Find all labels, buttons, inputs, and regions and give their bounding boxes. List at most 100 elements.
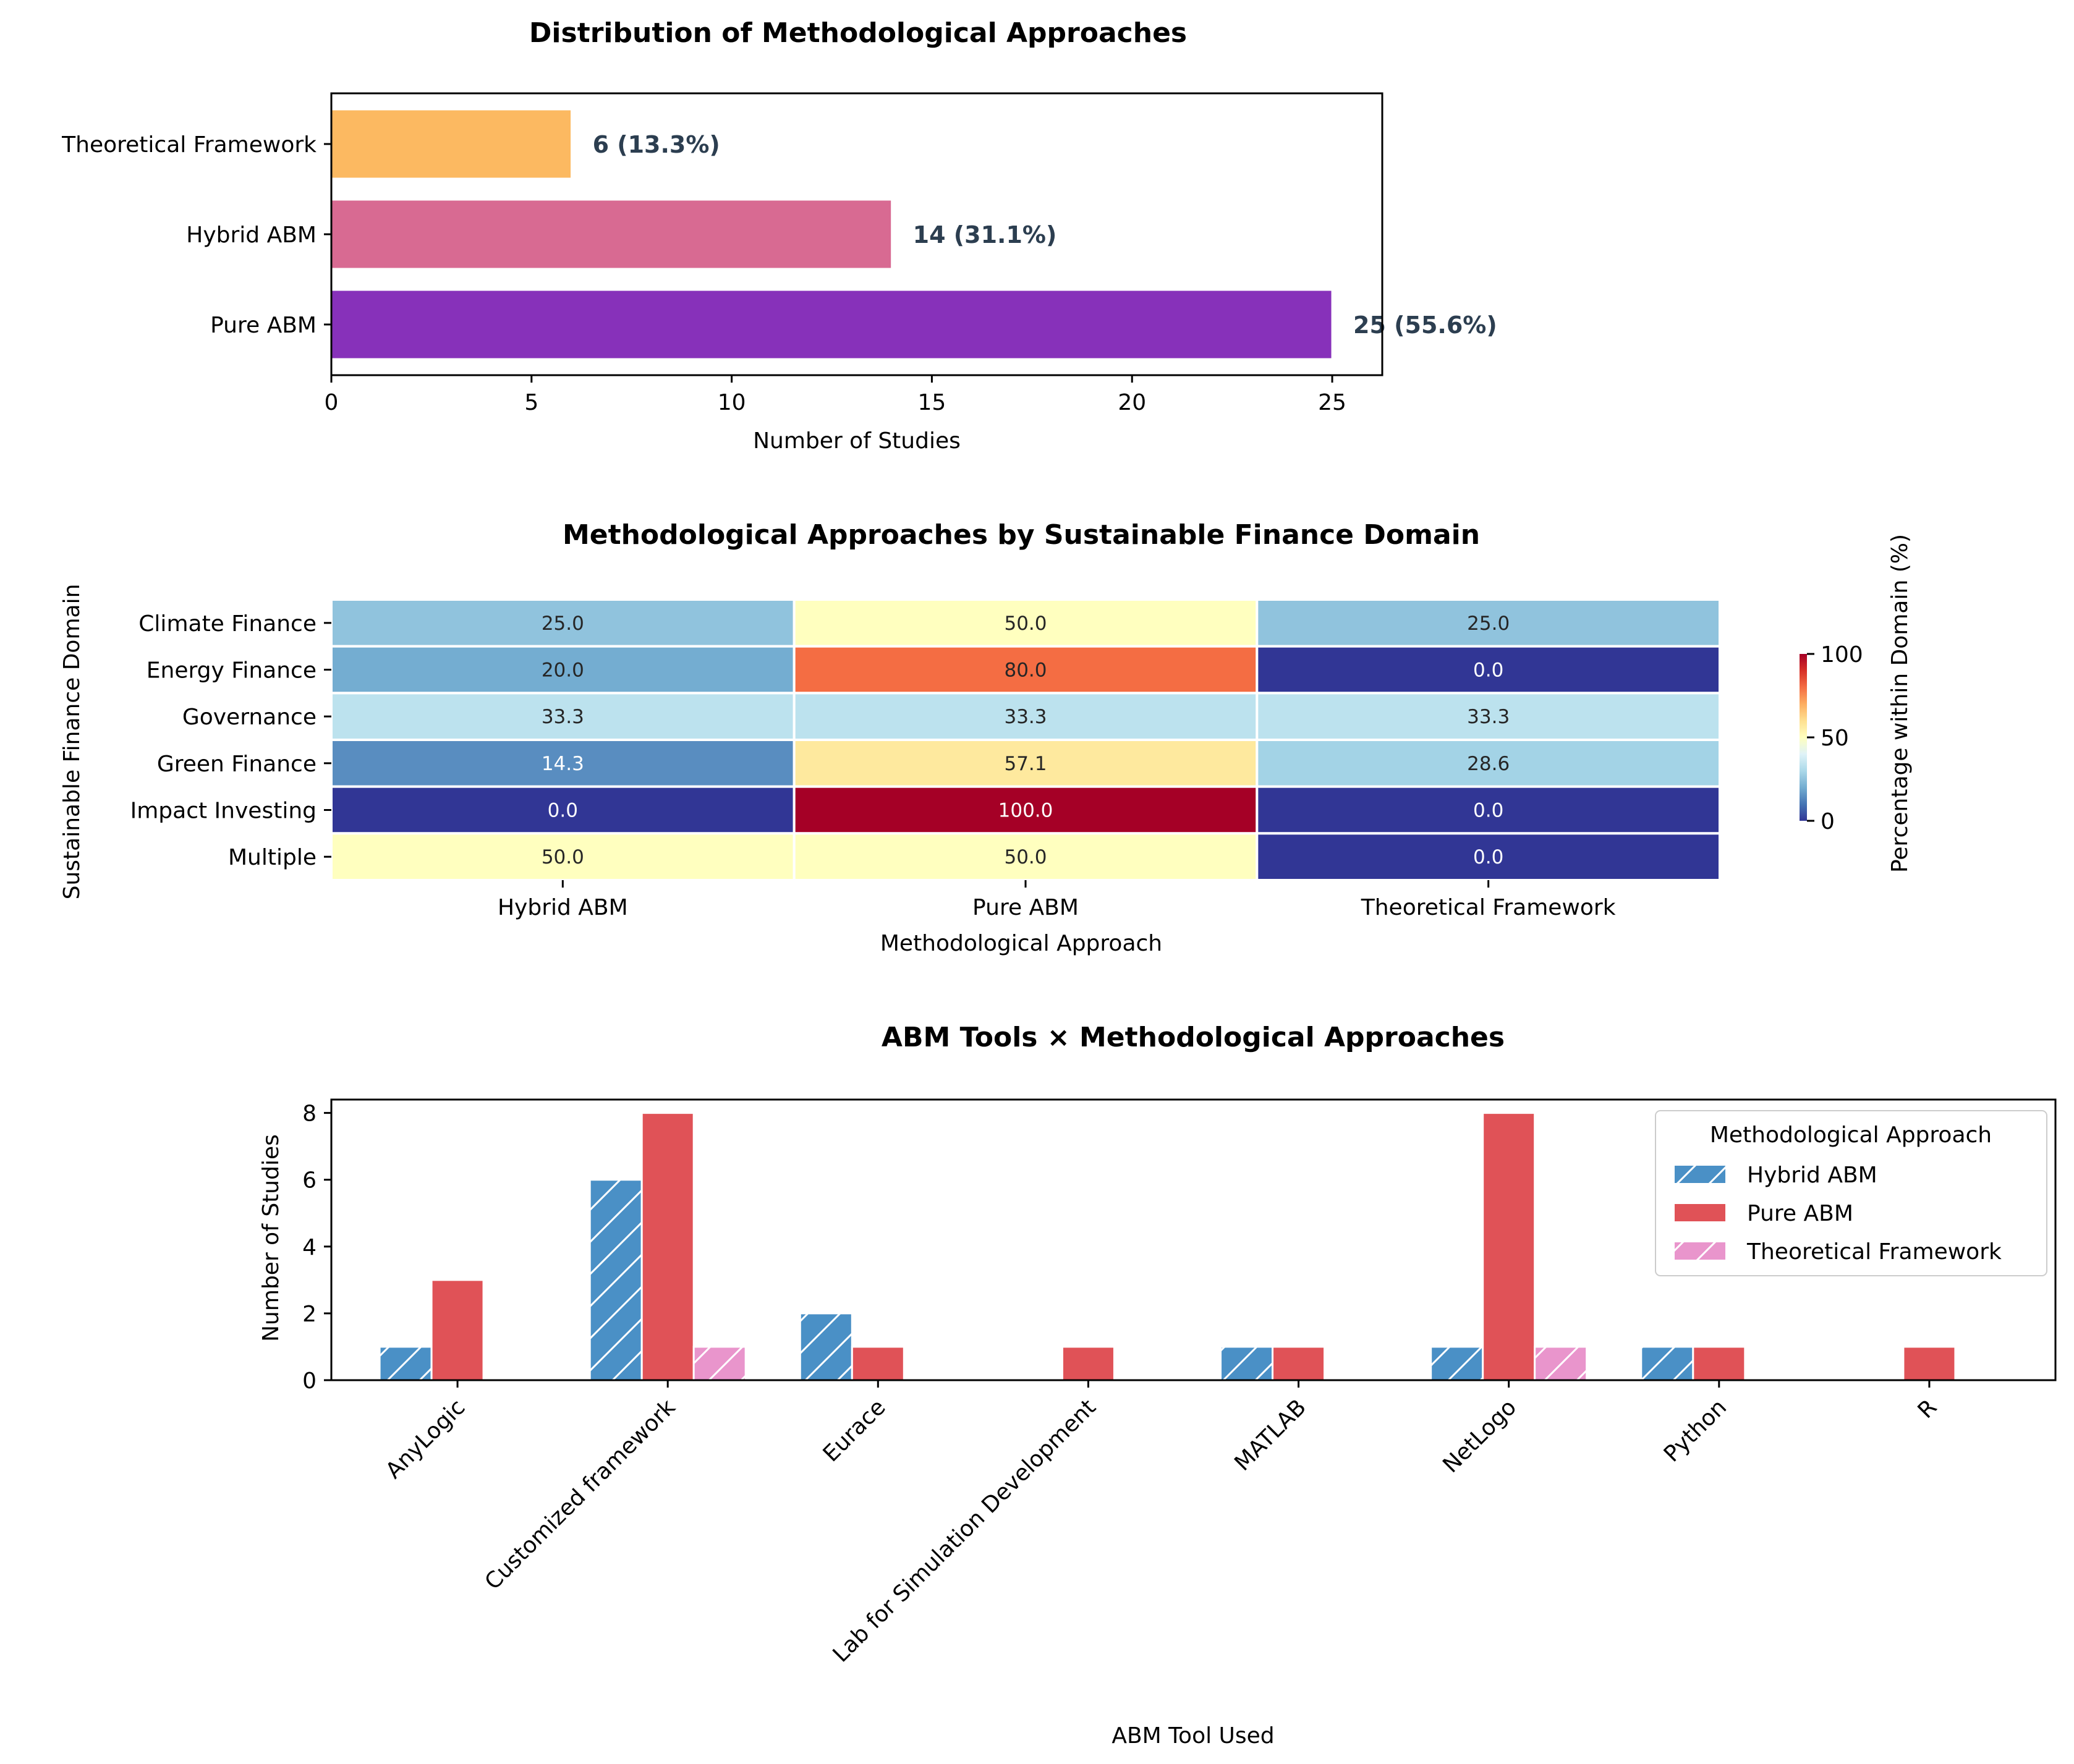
p3-x-tick-label: NetLogo	[1438, 1394, 1521, 1478]
p3-frame	[330, 1098, 2057, 1381]
heatmap-cell-label: 33.3	[542, 706, 584, 728]
legend-box	[1655, 1110, 2047, 1276]
p1-x-tick-label: 5	[524, 390, 538, 415]
heatmap-cell	[793, 832, 1259, 882]
legend: Methodological Approach Hybrid ABM Pure A…	[1655, 1110, 2047, 1276]
legend-items: Hybrid ABM Pure ABM Theoretical Framework	[1673, 1163, 2002, 1265]
p2-y-tick-label: Green Finance	[157, 752, 317, 777]
p3-bar-hatch	[380, 1346, 432, 1380]
panel-tools-by-approach: ABM Tools × Methodological Approaches An…	[258, 1022, 2057, 1749]
p3-x-tick-label: R	[1913, 1394, 1942, 1423]
legend-title: Methodological Approach	[1710, 1122, 1992, 1148]
heatmap-cell-label: 0.0	[1473, 800, 1503, 822]
colorbar-tick-label: 100	[1821, 642, 1863, 668]
p3-bar-hatch	[800, 1313, 852, 1380]
heatmap-cell-label: 80.0	[1004, 659, 1047, 682]
p3-bar	[1902, 1346, 1957, 1381]
heatmap-cell-label: 0.0	[548, 800, 578, 822]
p2-y-label: Sustainable Finance Domain	[59, 584, 85, 900]
heatmap-cell-label: 50.0	[1004, 613, 1047, 635]
heatmap-cell-label: 33.3	[1467, 706, 1510, 728]
p3-x-tick-label: Customized framework	[480, 1394, 681, 1595]
p3-y-label: Number of Studies	[258, 1134, 284, 1342]
heatmap-cell-label: 28.6	[1467, 753, 1510, 775]
p2-y-tick-label: Governance	[182, 705, 317, 730]
p2-y-tick-label: Impact Investing	[130, 799, 317, 824]
p3-y-tick-label: 2	[302, 1302, 317, 1327]
legend-swatch-hatch	[1674, 1242, 1726, 1260]
p2-y-tick-label: Energy Finance	[147, 658, 317, 684]
p3-bar-hatch	[590, 1179, 642, 1380]
p3-bar-hatch	[694, 1346, 746, 1380]
p3-bars	[378, 1112, 1957, 1381]
p2-axes: Climate Finance Energy Finance Governance G…	[130, 611, 1616, 920]
p2-y-tick-label: Multiple	[228, 845, 317, 870]
p1-x-tick-label: 25	[1318, 390, 1346, 415]
heatmap-cell-label: 50.0	[542, 846, 584, 868]
p3-bar	[1272, 1346, 1326, 1381]
p2-cells: 25.0 50.0 25.0 20.0 80.0 0.0 33.3 33.3 33.3 14.3 5…	[330, 598, 1722, 882]
p3-bar-hatch	[1641, 1346, 1693, 1380]
p3-bar-hatch	[1430, 1346, 1483, 1380]
heatmap-cell-label: 50.0	[1004, 846, 1047, 868]
heatmap-cell	[1256, 785, 1722, 835]
p1-y-tick-label: Theoretical Framework	[61, 132, 317, 158]
p1-bar-label: 6 (13.3%)	[593, 131, 720, 158]
p1-bar	[330, 198, 893, 270]
heatmap-cell-label: 0.0	[1473, 659, 1503, 682]
p1-x-axis: 0 5 10 15 20 25	[325, 375, 1346, 415]
p3-bar	[1482, 1112, 1536, 1381]
heatmap-cell-label: 0.0	[1473, 846, 1503, 868]
p1-bar-label: 25 (55.6%)	[1353, 312, 1497, 339]
heatmap-cell	[793, 739, 1259, 788]
p3-bar	[640, 1112, 695, 1381]
p3-bar	[430, 1279, 485, 1381]
heatmap-cell-label: 25.0	[1467, 613, 1510, 635]
heatmap-cell	[330, 832, 796, 882]
p1-x-tick-label: 15	[918, 390, 946, 415]
heatmap-cell	[330, 692, 796, 742]
p1-bar	[330, 108, 573, 180]
p3-x-tick-label: AnyLogic	[381, 1394, 470, 1483]
p3-bar	[1061, 1346, 1115, 1381]
p1-bar-label: 14 (31.1%)	[913, 221, 1057, 248]
p3-y-tick-label: 6	[302, 1168, 317, 1194]
p3-x-tick-label: Eurace	[818, 1394, 891, 1467]
heatmap-cell	[330, 785, 796, 835]
p3-bar-hatch	[1534, 1346, 1587, 1380]
p2-title: Methodological Approaches by Sustainable…	[563, 519, 1480, 551]
p1-frame	[330, 92, 1383, 376]
colorbar-tick-label: 50	[1821, 726, 1849, 751]
p3-y-tick-label: 0	[302, 1368, 317, 1394]
p1-y-tick-label: Pure ABM	[210, 313, 317, 338]
p3-bar	[1692, 1346, 1746, 1381]
colorbar-tick-label: 0	[1821, 809, 1835, 834]
p2-y-tick-label: Climate Finance	[138, 611, 317, 637]
p3-x-tick-label: MATLAB	[1230, 1394, 1311, 1476]
p3-y-axis: 0 2 4 6 8	[302, 1101, 331, 1394]
heatmap-cell	[330, 645, 796, 695]
heatmap-cell-label: 33.3	[1004, 706, 1047, 728]
heatmap-cell-label: 14.3	[542, 753, 584, 775]
p2-x-label: Methodological Approach	[880, 931, 1162, 956]
p3-x-tick-label: Python	[1659, 1394, 1732, 1467]
heatmap-cell-label: 20.0	[542, 659, 584, 682]
p2-x-tick-label: Theoretical Framework	[1361, 895, 1616, 920]
heatmap-cell-label: 100.0	[998, 800, 1053, 822]
p3-y-tick-label: 8	[302, 1101, 317, 1127]
colorbar-ticks: 0 50 100	[1807, 642, 1863, 834]
p1-y-axis: Pure ABM Hybrid ABM Theoretical Framework	[61, 132, 331, 338]
p2-x-tick-label: Hybrid ABM	[498, 895, 628, 920]
colorbar-gradient	[1800, 654, 1807, 821]
p1-y-tick-label: Hybrid ABM	[186, 223, 317, 248]
legend-entry-label: Hybrid ABM	[1747, 1163, 1877, 1188]
p1-x-tick-label: 0	[325, 390, 339, 415]
p2-x-tick-label: Pure ABM	[972, 895, 1079, 920]
colorbar: 0 50 100 Percentage within Domain (%)	[1800, 534, 1913, 873]
legend-swatch-hatch	[1674, 1165, 1726, 1184]
p3-title: ABM Tools × Methodological Approaches	[882, 1022, 1505, 1053]
legend-entry-label: Pure ABM	[1747, 1201, 1853, 1226]
panel-approach-distribution: Distribution of Methodological Approache…	[61, 17, 1497, 454]
heatmap-cell-label: 57.1	[1004, 753, 1047, 775]
p1-bars: 25 (55.6%) 14 (31.1%) 6 (13.3%)	[330, 108, 1497, 360]
